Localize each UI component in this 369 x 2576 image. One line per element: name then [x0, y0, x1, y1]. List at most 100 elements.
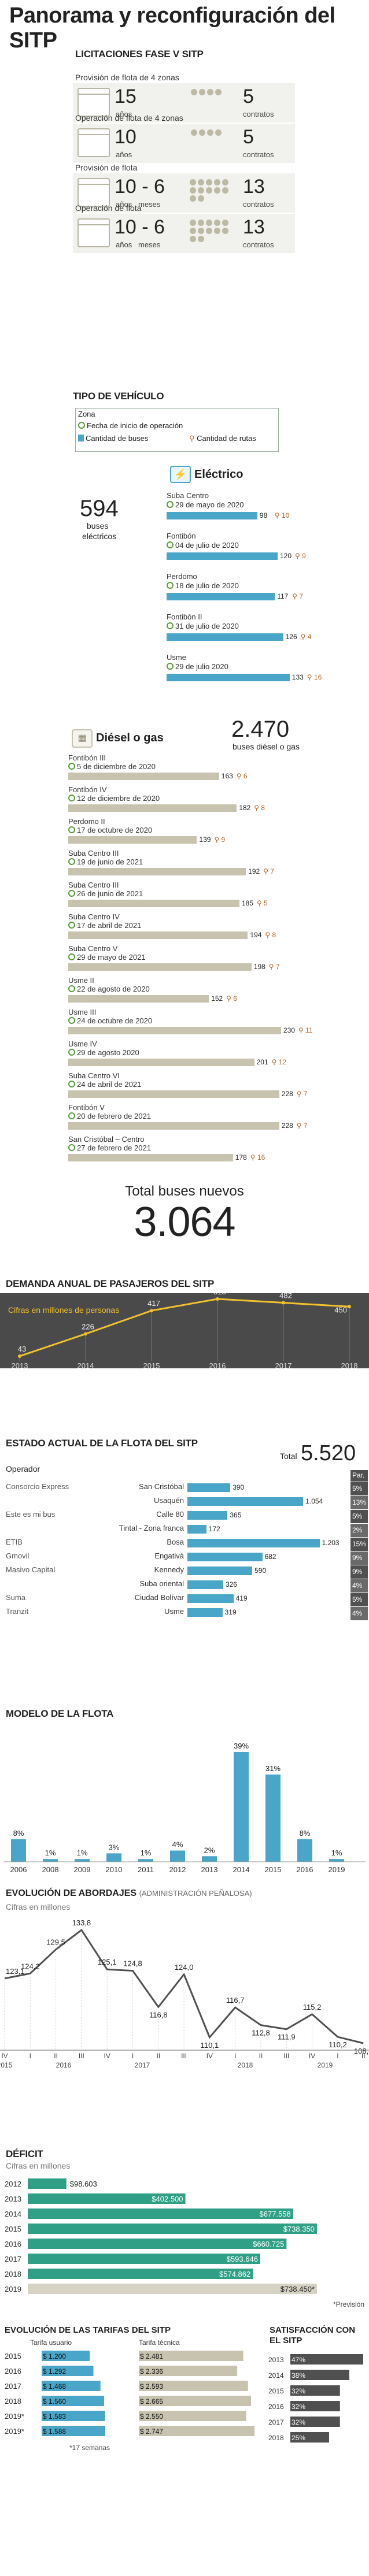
tarifa-tecnica-value: $ 2.665	[140, 2397, 163, 2406]
estado-part: 5%	[350, 1482, 368, 1495]
deficit-subtitle: Cifras en millones	[6, 2161, 71, 2170]
deficit-year: 2015	[5, 2225, 21, 2233]
estado-zona: Usaquén	[153, 1496, 184, 1505]
licitacion-label: Provisión de flota de 4 zonas	[75, 73, 179, 82]
diesel-zona: Usme IV	[68, 1040, 97, 1048]
licitacion-years-unit: años	[116, 150, 132, 159]
electric-bar	[167, 512, 257, 519]
abordajes-quarter: IV	[309, 2052, 315, 2060]
modelo-x-label: 2008	[42, 1865, 59, 1874]
tarifa-tecnica-value: $ 2.747	[140, 2427, 163, 2436]
diesel-fecha-text: 27 de febrero de 2021	[77, 1144, 151, 1152]
licitacion-years-unit: años meses	[116, 240, 161, 249]
deficit-value-label: $738.450*	[281, 2285, 315, 2293]
estado-value: 1.203	[322, 1539, 340, 1547]
contract-dot	[190, 195, 196, 202]
estado-value: 682	[264, 1553, 276, 1561]
modelo-chart: 8% 2006 1% 2008 1% 2009 3% 2010 1% 2011 4% 2012 2% 20…	[3, 1742, 366, 1874]
satisfaccion-year: 2015	[268, 2387, 284, 2395]
estado-bar	[187, 1567, 253, 1575]
diesel-fecha: 27 de febrero de 2021	[68, 1144, 151, 1152]
modelo-x-label: 2013	[201, 1865, 218, 1874]
contract-dot	[222, 220, 228, 226]
estado-value: 590	[254, 1567, 267, 1575]
demanda-line	[19, 1298, 350, 1357]
calendar-check-icon	[68, 858, 75, 865]
estado-bar	[187, 1511, 228, 1520]
tarifa-tecnica-header: Tarifa técnica	[139, 2339, 180, 2347]
abordajes-quarter: IV	[206, 2052, 213, 2060]
licitacion-contracts: 5	[243, 126, 254, 148]
calendar-check-icon	[68, 1144, 75, 1151]
licitacion-box	[73, 173, 295, 213]
tarifa-usuario-value: $ 1.583	[43, 2412, 66, 2421]
diesel-fecha: 24 de octubre de 2020	[68, 1016, 152, 1025]
calendar-check-icon	[68, 985, 75, 992]
abordajes-quarter: I	[132, 2052, 134, 2060]
licitacion-years: 15	[115, 86, 136, 107]
deficit-value-label: $660.725	[253, 2240, 284, 2248]
estado-value: 326	[225, 1580, 237, 1588]
contract-dot	[222, 179, 228, 185]
electric-route-count: ⚲ 7	[292, 592, 303, 600]
tarifa-tecnica-bar	[139, 2366, 238, 2376]
diesel-title: Diésel o gas	[96, 732, 164, 744]
calendar-check-icon	[167, 582, 174, 589]
electric-fecha-text: 18 de julio de 2020	[175, 581, 239, 590]
diesel-bar	[68, 931, 248, 939]
deficit-heading: DÉFICIT	[6, 2148, 43, 2159]
diesel-bar-value: 192	[248, 867, 260, 875]
abordajes-value-label: 124,8	[123, 1959, 142, 1968]
electric-total-label2: eléctricos	[82, 532, 117, 541]
diesel-route-count: ⚲ 7	[263, 867, 274, 875]
modelo-value-label: 1%	[331, 1849, 342, 1857]
electric-bus-icon: ⚡	[170, 466, 191, 483]
estado-part: 15%	[350, 1538, 368, 1551]
abordajes-value-label: 116,7	[226, 1996, 245, 2005]
deficit-bar	[28, 2284, 317, 2294]
diesel-zona: Suba Centro V	[68, 944, 118, 953]
abordajes-quarter: II	[259, 2052, 263, 2060]
diesel-bar-value: 152	[211, 994, 223, 1003]
diesel-bar	[68, 868, 246, 875]
abordajes-quarter: II	[361, 2052, 366, 2060]
diesel-bar-value: 178	[235, 1153, 247, 1161]
demanda-point	[18, 1354, 21, 1358]
calendar-check-icon	[68, 1081, 75, 1087]
estado-bar	[187, 1608, 223, 1617]
calendar-check-icon	[78, 422, 85, 429]
contract-dot	[215, 89, 222, 95]
estado-value: 319	[224, 1608, 237, 1616]
estado-zona: Usme	[164, 1607, 184, 1616]
abordajes-year: 2016	[56, 2061, 72, 2069]
estado-bar	[187, 1553, 263, 1561]
abordajes-quarter: IV	[104, 2052, 110, 2060]
diesel-fecha: 26 de junio de 2021	[68, 889, 143, 898]
modelo-bar	[202, 1856, 217, 1862]
satisfaccion-year: 2017	[268, 2418, 284, 2426]
deficit-bar	[28, 2254, 260, 2264]
electric-route-count: ⚲ 9	[295, 552, 306, 560]
licitacion-years-unit: años	[116, 110, 132, 118]
calendar-check-icon	[68, 826, 75, 833]
deficit-chart: 2012 $98.603 2013 $402.500 2014 $677.558 2015 $…	[5, 2178, 364, 2308]
deficit-year: 2017	[5, 2255, 21, 2263]
calendar-check-icon	[167, 501, 174, 508]
satisfaccion-chart: 2013 47% 2014 38% 2015 32% 2016 32% 2017 32% 2018 2…	[268, 2354, 363, 2443]
abordajes-value-label: 129,5	[46, 1938, 65, 1947]
diesel-route-count: ⚲ 5	[257, 899, 268, 907]
diesel-fecha-text: 24 de octubre de 2020	[77, 1016, 153, 1025]
estado-operador: Este es mi bus	[6, 1510, 56, 1519]
deficit-value-label: $677.558	[260, 2210, 291, 2218]
licitaciones-heading: LICITACIONES FASE V SITP	[75, 49, 204, 60]
diesel-fecha-text: 29 de agosto 2020	[77, 1048, 139, 1057]
estado-part: 5%	[350, 1510, 368, 1523]
diesel-route-count: ⚲ 12	[271, 1058, 287, 1066]
estado-zona: Bosa	[167, 1538, 184, 1546]
modelo-x-label: 2012	[169, 1865, 186, 1874]
abordajes-value-label: 111,9	[278, 2033, 296, 2042]
estado-operador: ETIB	[6, 1538, 23, 1546]
abordajes-value-label: 133,8	[72, 1918, 91, 1927]
satisfaccion-value: 25%	[291, 2434, 305, 2442]
modelo-bar	[138, 1859, 153, 1862]
